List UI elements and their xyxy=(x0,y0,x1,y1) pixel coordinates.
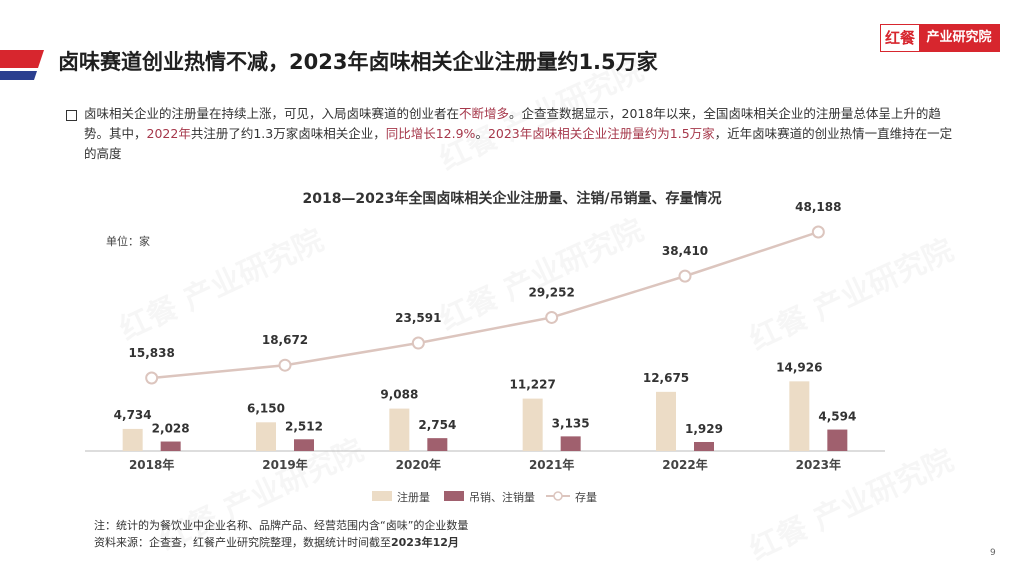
point-stock xyxy=(811,225,825,239)
data-label-stock: 48,188 xyxy=(795,200,841,214)
x-tick-label: 2021年 xyxy=(529,457,574,472)
source-line: 资料来源：企查查，红餐产业研究院整理，数据统计时间截至2023年12月 xyxy=(94,534,468,551)
x-tick-label: 2022年 xyxy=(662,457,707,472)
data-label-registered: 4,734 xyxy=(114,408,152,422)
x-tick-label: 2018年 xyxy=(129,457,174,472)
bullet-square-icon xyxy=(66,110,77,121)
x-tick-label: 2023年 xyxy=(796,457,841,472)
point-stock xyxy=(411,336,425,350)
para-highlight: 不断增多 xyxy=(459,106,510,121)
note-line: 注：统计的为餐饮业中企业名称、品牌产品、经营范围内含“卤味”的企业数量 xyxy=(94,519,469,532)
bar-registered xyxy=(656,391,676,451)
point-stock xyxy=(145,371,159,385)
x-tick-label: 2020年 xyxy=(396,457,441,472)
title-accent-bar xyxy=(0,50,44,80)
bar-registered xyxy=(389,408,410,451)
data-label-stock: 15,838 xyxy=(129,346,175,360)
data-label-revoked: 2,512 xyxy=(285,419,323,433)
bar-revoked xyxy=(560,436,581,451)
data-label-registered: 12,675 xyxy=(643,371,689,385)
summary-paragraph: 卤味相关企业的注册量在持续上涨，可见，入局卤味赛道的创业者在不断增多。企查查数据… xyxy=(84,104,964,164)
bar-registered xyxy=(122,428,143,451)
legend-label-stock: 存量 xyxy=(575,490,597,504)
data-label-revoked: 1,929 xyxy=(685,422,723,436)
data-label-registered: 14,926 xyxy=(776,360,822,374)
para-text: 。企查查数据显示，2018年以来，全国卤味相关企业的注册量总体呈上升的趋势。其中… xyxy=(84,106,941,141)
bar-registered xyxy=(522,398,543,451)
page-number: 9 xyxy=(990,548,996,558)
legend-marker-stock xyxy=(553,491,563,501)
source-date: 2023年12月 xyxy=(391,536,459,549)
footnote: 注：统计的为餐饮业中企业名称、品牌产品、经营范围内含“卤味”的企业数量 资料来源… xyxy=(94,517,468,551)
legend-swatch-registered xyxy=(372,491,392,501)
legend-label-registered: 注册量 xyxy=(397,490,430,504)
point-stock xyxy=(545,310,559,324)
data-label-revoked: 2,754 xyxy=(418,418,456,432)
logo-text: 产业研究院 xyxy=(919,25,999,51)
point-stock xyxy=(278,358,292,372)
data-label-stock: 23,591 xyxy=(395,311,441,325)
data-label-revoked: 3,135 xyxy=(552,416,590,430)
bar-revoked xyxy=(827,429,848,451)
para-text: 卤味相关企业的注册量在持续上涨，可见，入局卤味赛道的创业者在 xyxy=(84,106,460,121)
bar-revoked xyxy=(160,441,181,451)
x-tick-label: 2019年 xyxy=(262,457,307,472)
bar-registered xyxy=(256,422,276,451)
data-label-registered: 6,150 xyxy=(247,401,285,415)
para-text: ，近年卤味赛道的创业热情一直维持在一定的高度 xyxy=(84,126,953,161)
line-stock xyxy=(151,230,819,380)
logo-mark: 红餐 xyxy=(881,25,920,51)
legend-label-revoked: 吊销、注销量 xyxy=(469,490,535,504)
bar-registered xyxy=(789,381,810,451)
para-text: 共注册了约1.3万家卤味相关企业， xyxy=(190,126,386,141)
chart-unit: 单位：家 xyxy=(106,235,150,248)
point-stock xyxy=(678,269,692,283)
legend-swatch-revoked xyxy=(444,491,464,501)
para-highlight: 2023年卤味相关企业注册量约为1.5万家 xyxy=(487,126,715,141)
bar-revoked xyxy=(427,438,448,451)
data-label-stock: 38,410 xyxy=(662,244,708,258)
data-label-revoked: 2,028 xyxy=(152,422,190,436)
bar-revoked xyxy=(694,441,714,451)
data-label-registered: 11,227 xyxy=(510,378,556,392)
brand-logo: 红餐 产业研究院 xyxy=(880,24,1000,52)
para-text: 。 xyxy=(475,126,488,141)
bar-revoked xyxy=(294,439,314,451)
data-label-stock: 18,672 xyxy=(262,333,308,347)
data-label-registered: 9,088 xyxy=(380,388,418,402)
data-label-revoked: 4,594 xyxy=(818,410,856,424)
para-highlight: 同比增长12.9% xyxy=(385,126,476,141)
chart-title: 2018—2023年全国卤味相关企业注册量、注销/吊销量、存量情况 xyxy=(302,191,722,207)
source-text: 资料来源：企查查，红餐产业研究院整理，数据统计时间截至 xyxy=(94,536,391,549)
page-title: 卤味赛道创业热情不减，2023年卤味相关企业注册量约1.5万家 xyxy=(58,50,658,74)
para-highlight: 2022年 xyxy=(146,126,191,141)
data-label-stock: 29,252 xyxy=(529,285,575,299)
